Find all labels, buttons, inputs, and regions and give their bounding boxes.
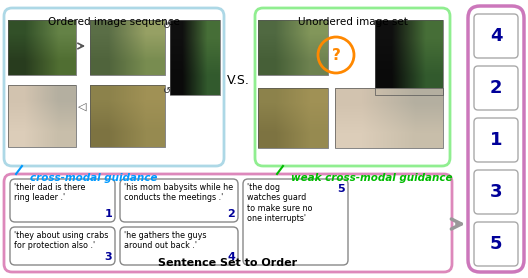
Text: ?: ? [332,48,341,63]
Text: 'their dad is there
ring leader .': 'their dad is there ring leader .' [14,183,86,202]
Bar [8,85,76,147]
Text: Sentence Set to Order: Sentence Set to Order [158,258,298,268]
Bar [258,20,328,75]
Text: 'the dog
watches guard
to make sure no
one interrupts': 'the dog watches guard to make sure no o… [247,183,313,223]
Bar [90,20,165,75]
Text: ◁: ◁ [78,102,86,112]
Text: 2: 2 [227,209,235,219]
Bar [8,20,76,75]
Text: ↺: ↺ [163,86,171,96]
Text: weak cross-modal guidance: weak cross-modal guidance [291,173,452,183]
Text: 5: 5 [337,184,345,194]
Text: 4: 4 [227,252,235,262]
Bar [375,20,443,95]
Text: ↺: ↺ [163,21,171,31]
Bar [335,88,443,148]
Text: 2: 2 [490,79,502,97]
Text: 3: 3 [490,183,502,201]
Bar [170,20,220,95]
Text: 5: 5 [490,235,502,253]
Text: 1: 1 [490,131,502,149]
Text: Ordered image sequence: Ordered image sequence [48,17,180,27]
Bar [258,88,328,148]
Text: 1: 1 [104,209,112,219]
Text: V.S.: V.S. [227,73,249,86]
Text: Unordered image set: Unordered image set [298,17,408,27]
Text: cross-modal guidance: cross-modal guidance [30,173,157,183]
Text: 'they about using crabs
for protection also .': 'they about using crabs for protection a… [14,231,108,250]
Text: 4: 4 [490,27,502,45]
Text: 3: 3 [105,252,112,262]
Bar [90,85,165,147]
Text: 'he gathers the guys
around out back .': 'he gathers the guys around out back .' [124,231,206,250]
Text: 'his mom babysits while he
conducts the meetings .': 'his mom babysits while he conducts the … [124,183,233,202]
